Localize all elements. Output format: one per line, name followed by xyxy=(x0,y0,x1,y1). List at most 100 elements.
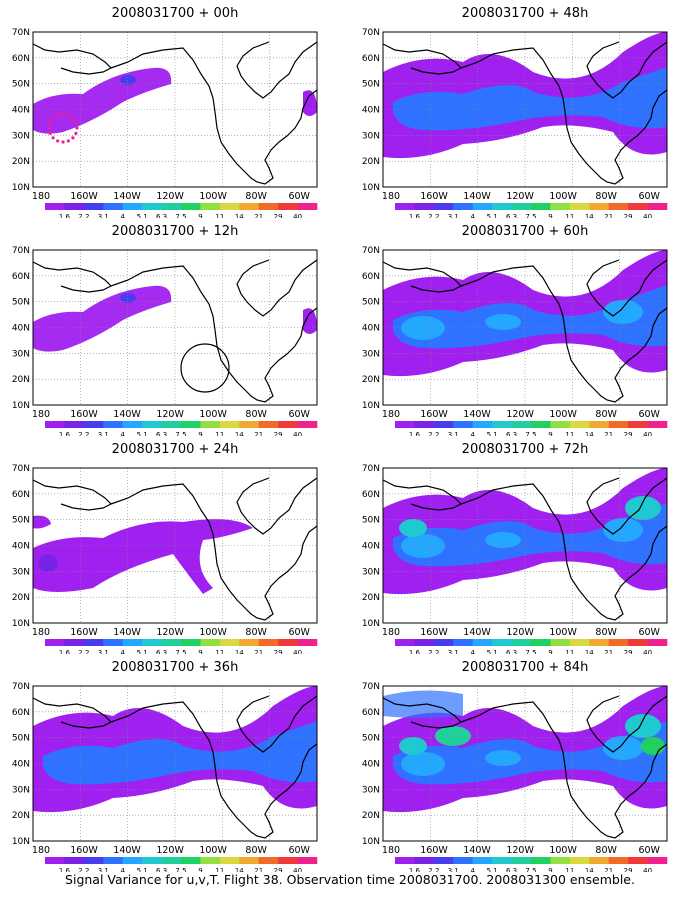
colorbar-swatch xyxy=(142,857,162,864)
coastline xyxy=(33,477,317,621)
colorbar-swatch xyxy=(161,857,182,864)
colorbar-swatch xyxy=(531,857,551,864)
colorbar-label: 5.1 xyxy=(487,213,498,218)
colorbar-label: 14 xyxy=(585,431,594,436)
colorbar-label: 3.1 xyxy=(98,649,109,654)
colorbar-swatch xyxy=(239,203,260,210)
coastline xyxy=(383,259,667,403)
colorbar-label: 2.2 xyxy=(78,431,89,436)
colorbar-label: 14 xyxy=(235,867,244,872)
colorbar-swatch xyxy=(433,857,454,864)
colorbar-label: 2.2 xyxy=(428,649,439,654)
lat-tick-label: 60N xyxy=(362,54,380,64)
colorbar-swatch xyxy=(550,857,571,864)
lon-tick-label: 100W xyxy=(199,191,227,202)
lon-tick-label: 100W xyxy=(199,409,227,420)
colorbar-swatch xyxy=(181,857,201,864)
colorbar-swatch xyxy=(550,639,571,646)
lat-tick-label: 70N xyxy=(362,28,380,38)
colorbar-swatch xyxy=(103,421,124,428)
colorbar-label: 14 xyxy=(585,213,594,218)
colorbar-label: 1.6 xyxy=(409,649,421,654)
lat-tick-label: 30N xyxy=(12,131,30,141)
lat-tick-label: 20N xyxy=(362,375,380,385)
lon-tick-label: 120W xyxy=(156,191,184,202)
lat-tick-label: 40N xyxy=(12,542,30,552)
colorbar-swatch xyxy=(181,639,201,646)
lon-tick-label: 180 xyxy=(382,627,400,638)
colorbar-swatch xyxy=(628,639,648,646)
lon-tick-label: 60W xyxy=(638,627,660,638)
colorbar-swatch xyxy=(103,203,124,210)
colorbar-swatch xyxy=(453,203,474,210)
lat-tick-label: 20N xyxy=(362,157,380,167)
colorbar-label: 29 xyxy=(274,431,283,436)
colorbar-label: 40 xyxy=(293,867,302,872)
map-panel: 2008031700 + 84h 70N 60N 50N 40N 30N 20N 10N 180… xyxy=(350,654,700,872)
colorbar-swatch xyxy=(161,203,182,210)
colorbar-swatch xyxy=(647,639,668,646)
panel-title: 2008031700 + 12h xyxy=(111,224,239,239)
colorbar-label: 21 xyxy=(604,867,613,872)
lon-tick-label: 60W xyxy=(638,409,660,420)
lat-tick-label: 50N xyxy=(362,80,380,90)
lon-tick-label: 180 xyxy=(382,191,400,202)
lon-tick-label: 160W xyxy=(420,409,448,420)
panel-title: 2008031700 + 00h xyxy=(111,6,239,21)
lat-tick-label: 60N xyxy=(362,490,380,500)
colorbar-label: 5.1 xyxy=(487,867,498,872)
lon-tick-label: 80W xyxy=(595,845,617,856)
colorbar-label: 9 xyxy=(548,431,552,436)
colorbar-label: 4 xyxy=(470,213,475,218)
colorbar-swatch xyxy=(219,421,240,428)
colorbar-swatch xyxy=(239,639,260,646)
colorbar-label: 40 xyxy=(643,649,652,654)
colorbar-label: 40 xyxy=(643,431,652,436)
colorbar-swatch xyxy=(219,639,240,646)
colorbar-label: 21 xyxy=(254,867,263,872)
colorbar-label: 14 xyxy=(235,213,244,218)
lat-tick-label: 40N xyxy=(362,106,380,116)
colorbar-swatch xyxy=(83,639,104,646)
colorbar-swatch xyxy=(569,857,590,864)
colorbar-swatch xyxy=(161,421,182,428)
lat-tick-label: 40N xyxy=(12,106,30,116)
colorbar-swatch xyxy=(550,421,571,428)
colorbar-label: 6.3 xyxy=(156,431,167,436)
map-panel: 2008031700 + 72h 70N 60N 50N 40N 30N 20N 10N 180… xyxy=(350,436,700,654)
lon-tick-label: 100W xyxy=(549,409,577,420)
colorbar-label: 7.5 xyxy=(175,649,186,654)
coastline xyxy=(33,259,317,403)
colorbar-label: 2.2 xyxy=(78,213,89,218)
lon-tick-label: 60W xyxy=(288,409,310,420)
lat-tick-label: 70N xyxy=(12,246,30,256)
colorbar-label: 29 xyxy=(624,649,633,654)
colorbar-swatch xyxy=(122,639,143,646)
colorbar-label: 5.1 xyxy=(137,649,148,654)
lon-tick-label: 140W xyxy=(463,191,491,202)
panel-title: 2008031700 + 72h xyxy=(461,442,589,457)
colorbar-swatch xyxy=(45,421,65,428)
colorbar-swatch xyxy=(511,203,532,210)
colorbar-swatch xyxy=(569,203,590,210)
panel-title: 2008031700 + 84h xyxy=(461,660,589,675)
observation-dots xyxy=(47,112,79,144)
colorbar-swatch xyxy=(433,639,454,646)
lat-tick-label: 10N xyxy=(12,401,30,411)
colorbar-swatch xyxy=(83,421,104,428)
lat-tick-label: 20N xyxy=(362,811,380,821)
colorbar-label: 21 xyxy=(604,213,613,218)
colorbar-label: 3.1 xyxy=(448,867,459,872)
colorbar-label: 11 xyxy=(215,213,224,218)
lon-tick-label: 100W xyxy=(199,627,227,638)
lon-tick-label: 120W xyxy=(506,845,534,856)
colorbar-label: 5.1 xyxy=(137,213,148,218)
colorbar-swatch xyxy=(142,639,162,646)
colorbar-label: 40 xyxy=(643,867,652,872)
colorbar-label: 6.3 xyxy=(506,431,517,436)
colorbar-swatch xyxy=(258,639,279,646)
lon-tick-label: 60W xyxy=(638,191,660,202)
